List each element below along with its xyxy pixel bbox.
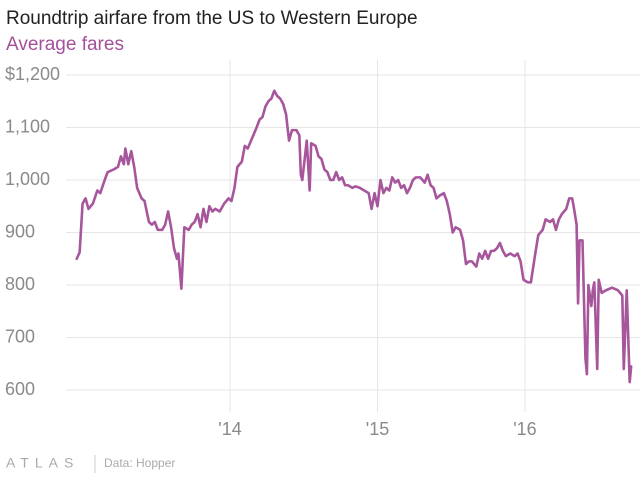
chart-subtitle: Average fares: [6, 34, 124, 55]
data-line: [75, 89, 633, 384]
x-tick-label: '15: [366, 419, 389, 439]
y-tick-label: 1,000: [5, 169, 50, 189]
y-tick-label: 1,100: [5, 116, 50, 136]
source: Data: Hopper: [104, 456, 175, 470]
y-tick-label: 700: [5, 326, 35, 346]
y-tick-label: 900: [5, 221, 35, 241]
logo: ATLAS: [6, 455, 79, 471]
y-tick-label: 800: [5, 274, 35, 294]
x-tick-label: '14: [218, 419, 241, 439]
y-tick-label: $1,200: [5, 64, 60, 84]
y-tick-label: 600: [5, 379, 35, 399]
x-tick-label: '16: [513, 419, 536, 439]
chart-title: Roundtrip airfare from the US to Western…: [6, 8, 418, 29]
